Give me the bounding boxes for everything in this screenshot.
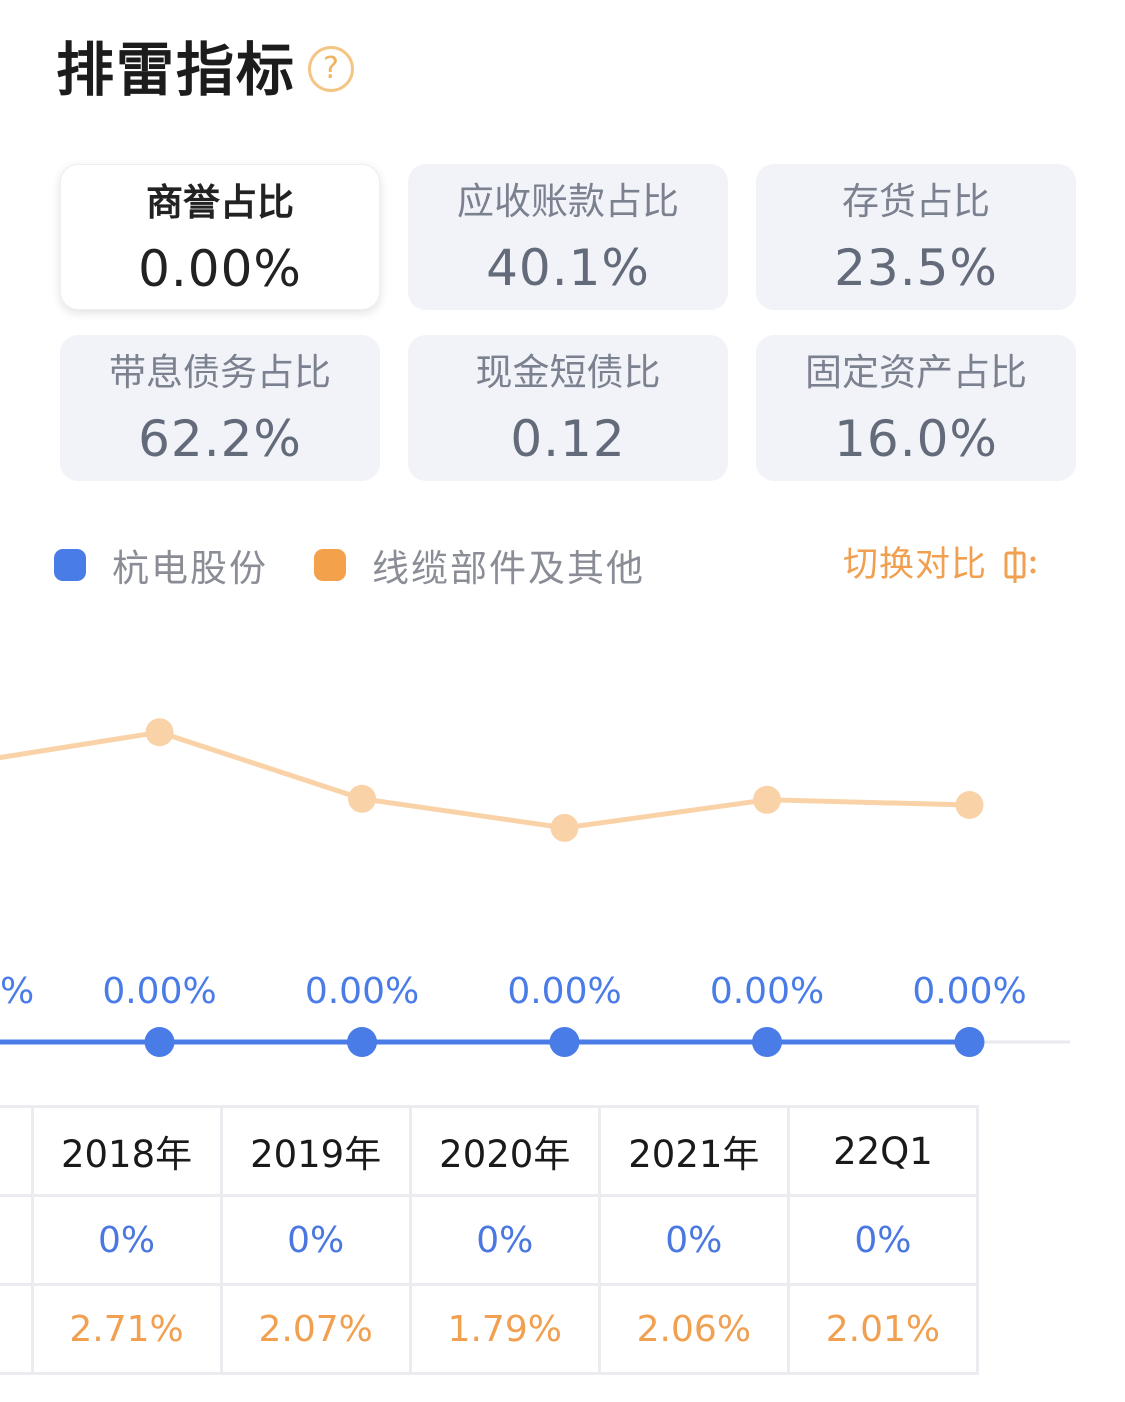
company-data-label: 0.00% bbox=[305, 971, 419, 1012]
company-point bbox=[549, 1027, 580, 1057]
table-cell: 0% bbox=[408, 1194, 601, 1286]
compare-switch-label: 切换对比 bbox=[842, 545, 987, 585]
metric-label: 现金短债比 bbox=[475, 351, 661, 394]
year-header-cell: 年 bbox=[0, 1105, 34, 1197]
year-header-cell: 22Q1 bbox=[786, 1105, 980, 1197]
metric-label: 存货占比 bbox=[842, 180, 990, 223]
metric-value: 16.0% bbox=[834, 410, 998, 468]
metric-label: 带息债务占比 bbox=[109, 351, 331, 394]
table-cell: 2.71% bbox=[30, 1283, 223, 1375]
industry-point bbox=[955, 791, 984, 819]
table-cell: 1.79% bbox=[408, 1283, 601, 1375]
compare-switch-button[interactable]: 切换对比 bbox=[843, 542, 1039, 588]
legend-swatch bbox=[314, 549, 346, 581]
data-table: 年 2018年 2019年 2020年 2021年 22Q1 0% 0% 0% … bbox=[0, 1105, 980, 1375]
table-row-industry: % 2.71% 2.07% 1.79% 2.06% 2.01% bbox=[0, 1283, 980, 1375]
industry-point bbox=[348, 784, 376, 813]
metric-card-goodwill[interactable]: 商誉占比 0.00% bbox=[60, 164, 380, 310]
industry-point bbox=[550, 813, 579, 842]
industry-point bbox=[753, 785, 781, 814]
industry-point bbox=[145, 718, 174, 747]
question-circle-icon[interactable]: ? bbox=[308, 46, 354, 92]
metric-label: 商誉占比 bbox=[146, 181, 294, 224]
industry-series-line bbox=[0, 729, 970, 831]
metric-value: 0.12 bbox=[510, 410, 626, 468]
metric-value: 62.2% bbox=[138, 410, 302, 468]
metric-card-cash-debt-ratio[interactable]: 现金短债比 0.12 bbox=[408, 335, 728, 481]
legend-swatch bbox=[54, 549, 86, 581]
year-header-cell: 2019年 bbox=[219, 1105, 412, 1197]
metric-label: 固定资产占比 bbox=[805, 351, 1027, 394]
year-header-cell: 2020年 bbox=[408, 1105, 601, 1197]
company-point bbox=[347, 1027, 377, 1057]
legend-item-company[interactable]: 杭电股份 bbox=[54, 540, 268, 590]
company-data-label: 0.00% bbox=[102, 971, 216, 1012]
table-cell: % bbox=[0, 1283, 34, 1375]
legend-label: 杭电股份 bbox=[112, 547, 268, 590]
company-data-label: 0.00% bbox=[710, 971, 824, 1012]
metric-card-interest-debt[interactable]: 带息债务占比 62.2% bbox=[60, 335, 380, 481]
legend-item-industry[interactable]: 线缆部件及其他 bbox=[314, 540, 645, 590]
metric-card-receivables[interactable]: 应收账款占比 40.1% bbox=[408, 164, 728, 310]
company-data-label: % bbox=[0, 971, 34, 1012]
section-title: 排雷指标 bbox=[56, 36, 297, 104]
company-point bbox=[144, 1027, 175, 1057]
year-header-cell: 2021年 bbox=[597, 1105, 790, 1197]
company-point bbox=[954, 1027, 985, 1057]
metric-value: 40.1% bbox=[486, 239, 650, 297]
year-header-cell: 2018年 bbox=[30, 1105, 223, 1197]
metric-card-inventory[interactable]: 存货占比 23.5% bbox=[756, 164, 1076, 310]
metric-value: 23.5% bbox=[834, 239, 998, 297]
company-point bbox=[752, 1027, 782, 1057]
metric-value: 0.00% bbox=[138, 240, 302, 298]
table-cell bbox=[0, 1194, 34, 1286]
metric-card-fixed-assets[interactable]: 固定资产占比 16.0% bbox=[756, 335, 1076, 481]
table-cell: 0% bbox=[30, 1194, 223, 1286]
legend-label: 线缆部件及其他 bbox=[372, 547, 645, 590]
table-cell: 2.07% bbox=[219, 1283, 412, 1375]
company-data-label: 0.00% bbox=[912, 971, 1026, 1012]
table-cell: 0% bbox=[786, 1194, 980, 1286]
metric-label: 应收账款占比 bbox=[457, 180, 679, 223]
table-header-row: 年 2018年 2019年 2020年 2021年 22Q1 bbox=[0, 1105, 980, 1197]
company-data-label: 0.00% bbox=[507, 971, 621, 1012]
table-cell: 2.06% bbox=[597, 1283, 790, 1375]
line-chart: % 0.00% 0.00% 0.00% 0.00% 0.00% bbox=[0, 718, 1070, 1057]
table-cell: 0% bbox=[219, 1194, 412, 1286]
table-row-company: 0% 0% 0% 0% 0% bbox=[0, 1194, 980, 1286]
table-cell: 0% bbox=[597, 1194, 790, 1286]
table-cell: 2.01% bbox=[786, 1283, 980, 1375]
compare-toggle-icon bbox=[1003, 545, 1039, 585]
